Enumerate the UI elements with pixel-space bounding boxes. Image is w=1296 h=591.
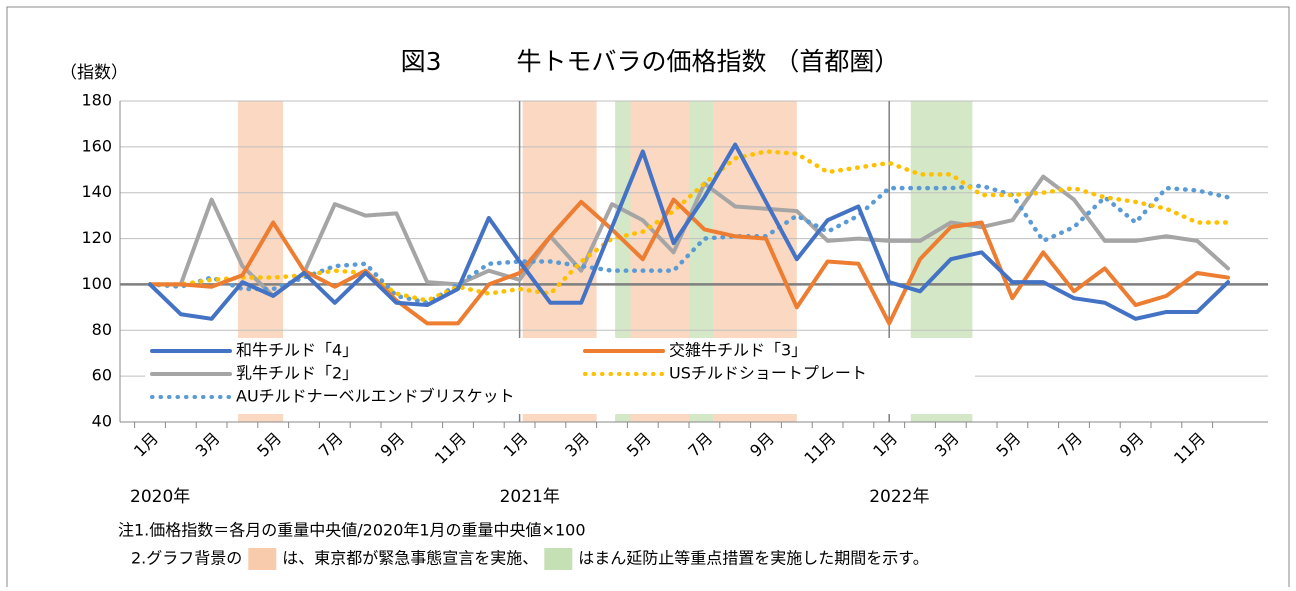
x-tick-label: 9月 (1116, 429, 1148, 461)
x-tick-label: 1月 (500, 429, 532, 461)
legend-label: 乳牛チルド「2」 (236, 364, 358, 383)
series-line (147, 183, 1231, 306)
x-tick-label: 1月 (869, 429, 901, 461)
x-tick-label: 9月 (376, 429, 408, 461)
series-line (148, 197, 1230, 326)
x-tick-label: 11月 (800, 429, 839, 468)
y-tick-label: 160 (81, 136, 112, 155)
x-tick-label: 5月 (623, 429, 655, 461)
x-tick-label: 3月 (192, 429, 224, 461)
x-tick-label: 5月 (992, 429, 1024, 461)
legend-label: AUチルドナーベルエンドブリスケット (236, 387, 515, 406)
legend-label: 和牛チルド「4」 (236, 341, 358, 360)
y-tick-label: 100 (81, 274, 112, 293)
chart-title: 図3 牛トモバラの価格指数 （首都圏） (401, 47, 900, 76)
note: はまん延防止等重点措置を実施した期間を示す。 (578, 549, 928, 568)
x-tick-label: 7月 (1054, 429, 1086, 461)
y-tick-label: 60 (92, 366, 112, 385)
frame (6, 6, 1290, 591)
note: 2.グラフ背景の (131, 549, 242, 568)
y-axis-label: （指数） (60, 63, 128, 83)
x-tick-label: 9月 (746, 429, 778, 461)
year-label: 2022年 (869, 487, 929, 507)
series-line (147, 149, 1231, 303)
y-tick-label: 180 (81, 91, 112, 110)
y-tick-label: 140 (81, 182, 112, 201)
x-tick-label: 7月 (315, 429, 347, 461)
x-tick-label: 11月 (431, 429, 470, 468)
y-tick-label: 40 (92, 412, 112, 431)
x-tick-label: 3月 (931, 429, 963, 461)
note: は、東京都が緊急事態宣言を実施、 (282, 549, 538, 568)
legend-box (145, 338, 975, 414)
year-label: 2021年 (500, 487, 560, 507)
legend-label: 交雑牛チルド「3」 (669, 341, 807, 360)
year-label: 2020年 (130, 487, 190, 507)
x-tick-label: 5月 (253, 429, 285, 461)
x-tick-label: 11月 (1170, 429, 1209, 468)
x-tick-label: 7月 (684, 429, 716, 461)
legend-label: USチルドショートプレート (669, 364, 867, 383)
x-tick-label: 3月 (561, 429, 593, 461)
y-tick-label: 120 (81, 228, 112, 247)
series-line (148, 142, 1230, 321)
y-tick-label: 80 (92, 320, 112, 339)
note-swatch (248, 548, 277, 570)
x-tick-label: 1月 (130, 429, 162, 461)
note: 注1.価格指数＝各月の重量中央値/2020年1月の重量中央値×100 (118, 521, 586, 540)
note-swatch (544, 548, 573, 570)
